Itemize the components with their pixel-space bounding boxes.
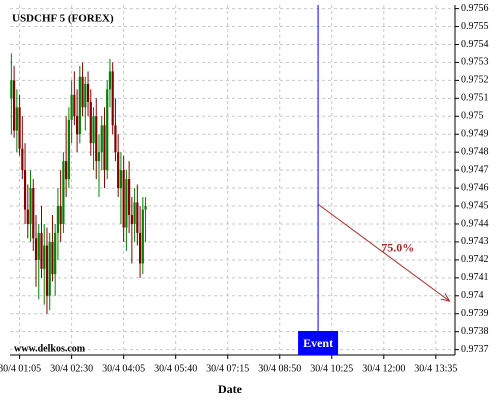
y-tick-label: 0.9744: [461, 218, 489, 229]
y-tick-label: 0.9747: [461, 164, 489, 175]
x-tick-label: 30/4 10:25: [310, 363, 353, 374]
y-tick-label: 0.9756: [461, 3, 489, 14]
candle-body: [81, 76, 84, 108]
y-tick-label: 0.9751: [461, 93, 489, 104]
y-tick-label: 0.9749: [461, 129, 489, 140]
projection-arrow: [317, 203, 450, 302]
candle-body: [141, 209, 144, 264]
candle-body: [73, 94, 76, 117]
candle-body: [117, 152, 120, 189]
y-tick-label: 0.9738: [461, 326, 489, 337]
candle-body: [111, 71, 114, 126]
candle-body: [122, 170, 125, 228]
x-tick-label: 30/4 12:00: [362, 363, 405, 374]
chart-title: USDCHF 5 (FOREX): [12, 13, 114, 25]
y-tick-label: 0.9739: [461, 308, 489, 319]
event-box: [298, 331, 339, 355]
y-tick-label: 0.9737: [461, 344, 489, 355]
watermark: www.delkos.com: [14, 343, 86, 354]
x-axis-label: Date: [218, 382, 243, 396]
candle-body: [43, 245, 46, 269]
y-tick-label: 0.9752: [461, 75, 489, 86]
candle-body: [133, 202, 136, 224]
candle-body: [48, 241, 51, 296]
y-tick-label: 0.9745: [461, 200, 489, 211]
candle-body: [59, 206, 62, 224]
candle-body: [128, 179, 131, 215]
event-label: Event: [303, 336, 333, 350]
y-tick-label: 0.9753: [461, 57, 489, 68]
y-tick-label: 0.9743: [461, 236, 489, 247]
candle-body: [136, 202, 139, 233]
candle-body: [78, 76, 81, 135]
candle-body: [37, 232, 40, 260]
candle-body: [54, 232, 57, 275]
candle-body: [62, 161, 65, 224]
candle-body: [56, 206, 60, 233]
candle-body: [18, 107, 21, 149]
candle-body: [70, 94, 73, 120]
candle-body: [34, 238, 38, 260]
arrow-head: [440, 293, 451, 302]
y-tick-label: 0.9754: [461, 39, 489, 50]
candle-body: [114, 125, 117, 153]
candle-body: [13, 80, 16, 131]
x-tick-label: 30/4 04:05: [102, 363, 145, 374]
candle-body: [130, 215, 133, 224]
y-tick-label: 0.9742: [461, 254, 489, 265]
candle-body: [45, 245, 49, 296]
candle-body: [23, 170, 27, 210]
candle-body: [100, 125, 103, 153]
candle-body: [26, 209, 29, 224]
candle-body: [29, 188, 32, 224]
projection-label: 75.0%: [381, 240, 414, 254]
candle-body: [95, 116, 98, 162]
candle-body: [125, 179, 128, 228]
x-tick-label: 30/4 01:05: [0, 363, 41, 374]
y-tick-label: 0.974: [461, 290, 484, 301]
y-tick-label: 0.9741: [461, 272, 489, 283]
candle-body: [65, 161, 68, 180]
candle-body: [67, 119, 70, 180]
candle-body: [138, 232, 142, 264]
candle-body: [21, 148, 24, 171]
y-tick-label: 0.975: [461, 111, 484, 122]
candle-body: [97, 152, 101, 162]
x-tick-label: 30/4 07:15: [206, 363, 249, 374]
candle-body: [108, 71, 112, 90]
x-tick-label: 30/4 08:50: [258, 363, 301, 374]
candle-body: [32, 188, 35, 239]
candle-body: [103, 125, 106, 171]
candle-body: [119, 170, 123, 189]
candle-body: [51, 241, 54, 275]
candle-body: [92, 116, 95, 144]
y-tick-label: 0.9755: [461, 21, 489, 32]
x-tick-label: 30/4 13:35: [414, 363, 457, 374]
x-tick-label: 30/4 02:30: [50, 363, 93, 374]
candle-body: [84, 83, 87, 108]
candle-body: [40, 232, 43, 269]
candle-body: [15, 107, 18, 131]
candle-body: [75, 116, 79, 135]
y-tick-label: 0.9748: [461, 146, 489, 157]
candle-body: [144, 206, 147, 210]
y-tick-label: 0.9746: [461, 182, 489, 193]
candle-body: [89, 101, 92, 144]
x-tick-label: 30/4 05:40: [154, 363, 197, 374]
candle-body: [106, 89, 109, 171]
candle-body: [86, 83, 90, 102]
candle-body: [10, 80, 13, 99]
